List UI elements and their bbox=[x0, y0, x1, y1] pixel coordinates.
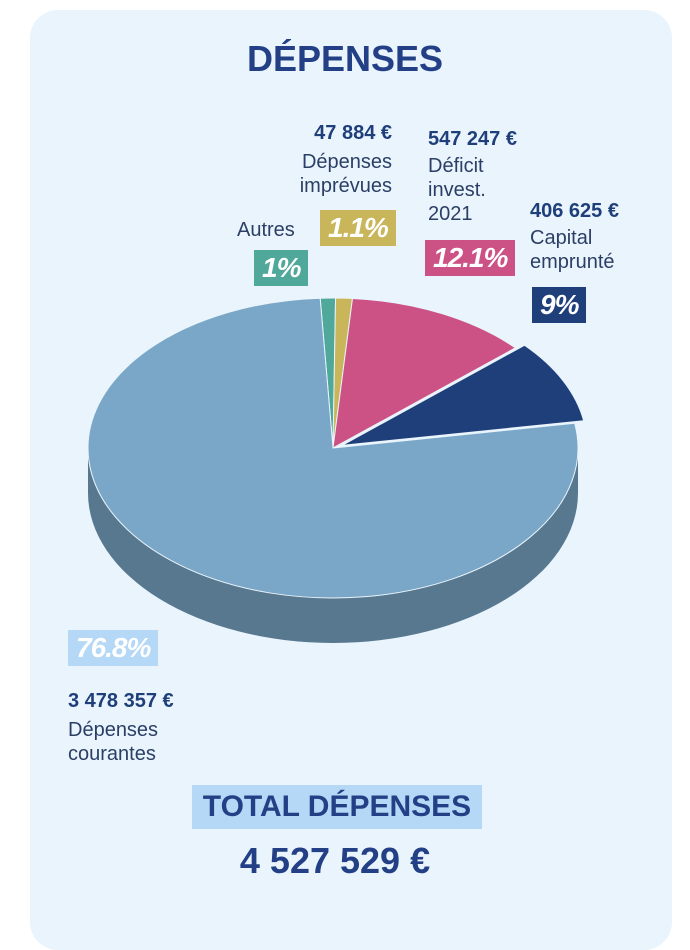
amount-label: 3 478 357 € bbox=[68, 690, 174, 712]
slice-name: Dépenses imprévues bbox=[299, 151, 392, 197]
slice-name: Autres bbox=[237, 219, 295, 241]
percent-badge: 12.1% bbox=[425, 240, 516, 276]
slice-name: Capital emprunté bbox=[530, 227, 615, 273]
total-label: TOTAL DÉPENSES bbox=[192, 785, 482, 829]
percent-badge: 9% bbox=[532, 287, 587, 323]
title: DÉPENSES bbox=[246, 38, 444, 79]
slice-name: Dépenses courantes bbox=[68, 719, 159, 765]
amount-label: 47 884 € bbox=[314, 122, 392, 144]
slice-side bbox=[88, 448, 578, 643]
slice bbox=[332, 297, 517, 449]
amount-label: 547 247 € bbox=[428, 128, 517, 150]
percent-badge: 76.8% bbox=[68, 630, 159, 666]
total-value: 4 527 529 € bbox=[239, 840, 431, 881]
amount-label: 406 625 € bbox=[530, 200, 619, 222]
percent-badge: 1% bbox=[254, 250, 309, 286]
slice-name: Déficit invest. 2021 bbox=[428, 155, 486, 225]
slice bbox=[87, 297, 579, 599]
percent-badge: 1.1% bbox=[320, 210, 396, 246]
slice bbox=[341, 344, 585, 446]
